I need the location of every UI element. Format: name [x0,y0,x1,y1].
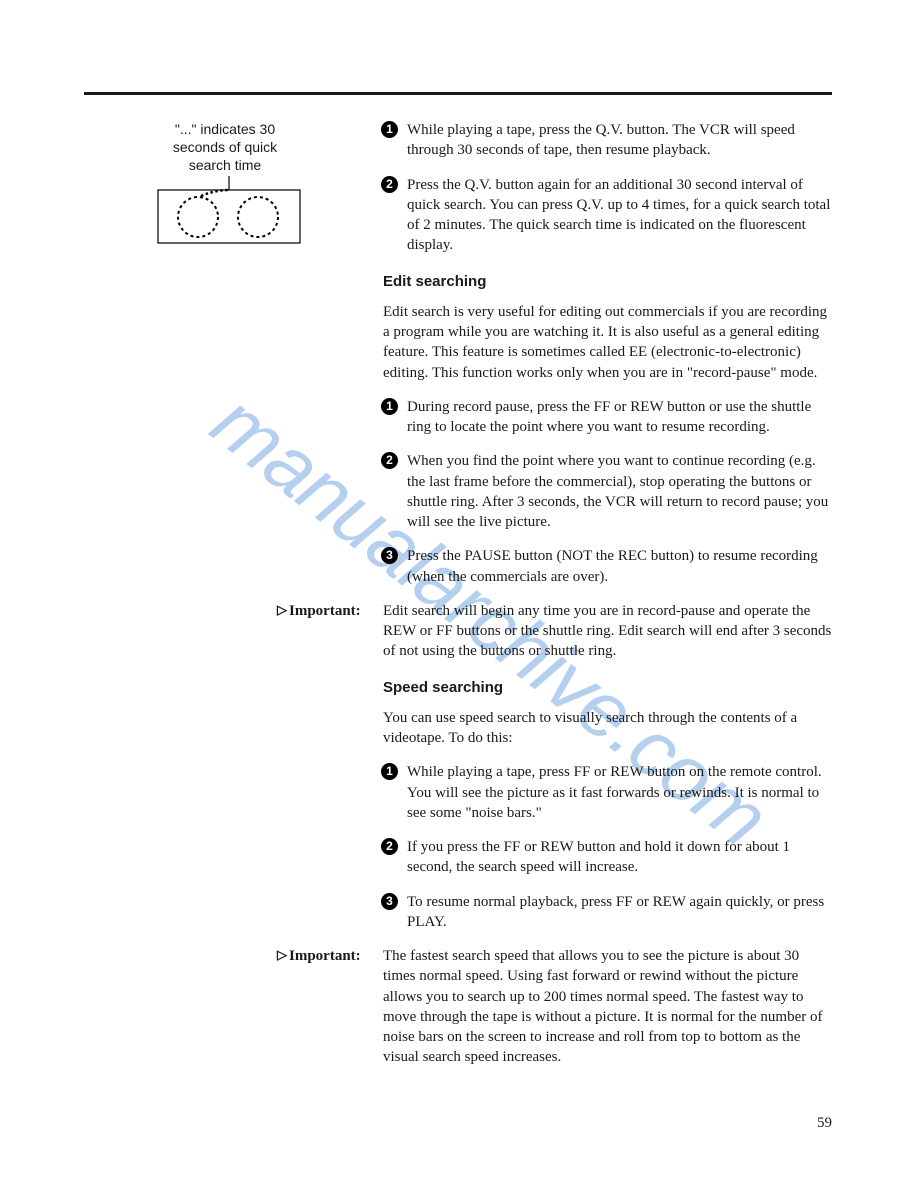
step-number-badge: 1 [381,763,398,780]
step-text: During record pause, press the FF or REW… [407,397,832,438]
step-text: While playing a tape, press FF or REW bu… [407,762,832,823]
step-text: While playing a tape, press the Q.V. but… [407,120,832,161]
step-number-badge: 1 [381,121,398,138]
step-text: Press the Q.V. button again for an addit… [407,175,832,256]
edit-step: 1 During record pause, press the FF or R… [383,397,832,438]
step-number-badge: 3 [381,893,398,910]
speed-step: 3 To resume normal playback, press FF or… [383,892,832,933]
qv-step: 2 Press the Q.V. button again for an add… [383,175,832,256]
triangle-icon: ▷ [277,601,287,619]
main-content: 1 While playing a tape, press the Q.V. b… [383,120,832,1082]
caption-line: seconds of quick [150,138,300,156]
edit-step: 2 When you find the point where you want… [383,451,832,532]
step-number-badge: 2 [381,838,398,855]
important-label: ▷Important: [277,946,361,966]
caption-line: "..." indicates 30 [150,120,300,138]
step-number-badge: 3 [381,547,398,564]
step-number-badge: 2 [381,176,398,193]
important-note: ▷Important: The fastest search speed tha… [383,946,832,1068]
step-text: If you press the FF or REW button and ho… [407,837,832,878]
qv-step: 1 While playing a tape, press the Q.V. b… [383,120,832,161]
important-label-text: Important: [289,603,361,619]
top-rule [84,92,832,95]
important-text: Edit search will begin any time you are … [383,601,832,662]
important-label: ▷Important: [277,601,361,621]
step-number-badge: 1 [381,398,398,415]
sidebar-caption: "..." indicates 30 seconds of quick sear… [150,120,300,175]
step-number-badge: 2 [381,452,398,469]
step-text: To resume normal playback, press FF or R… [407,892,832,933]
step-text: Press the PAUSE button (NOT the REC butt… [407,546,832,587]
edit-intro-paragraph: Edit search is very useful for editing o… [383,302,832,383]
section-heading-speed: Speed searching [383,678,832,698]
speed-step: 1 While playing a tape, press FF or REW … [383,762,832,823]
triangle-icon: ▷ [277,946,287,964]
important-note: ▷Important: Edit search will begin any t… [383,601,832,662]
speed-intro-paragraph: You can use speed search to visually sea… [383,708,832,749]
page-number: 59 [817,1115,832,1132]
important-label-text: Important: [289,948,361,964]
edit-step: 3 Press the PAUSE button (NOT the REC bu… [383,546,832,587]
cassette-diagram [155,176,303,246]
section-heading-edit: Edit searching [383,272,832,292]
speed-step: 2 If you press the FF or REW button and … [383,837,832,878]
manual-page: manualarchive.com "..." indicates 30 sec… [0,0,918,1188]
step-text: When you find the point where you want t… [407,451,832,532]
caption-line: search time [150,156,300,174]
important-text: The fastest search speed that allows you… [383,946,832,1068]
